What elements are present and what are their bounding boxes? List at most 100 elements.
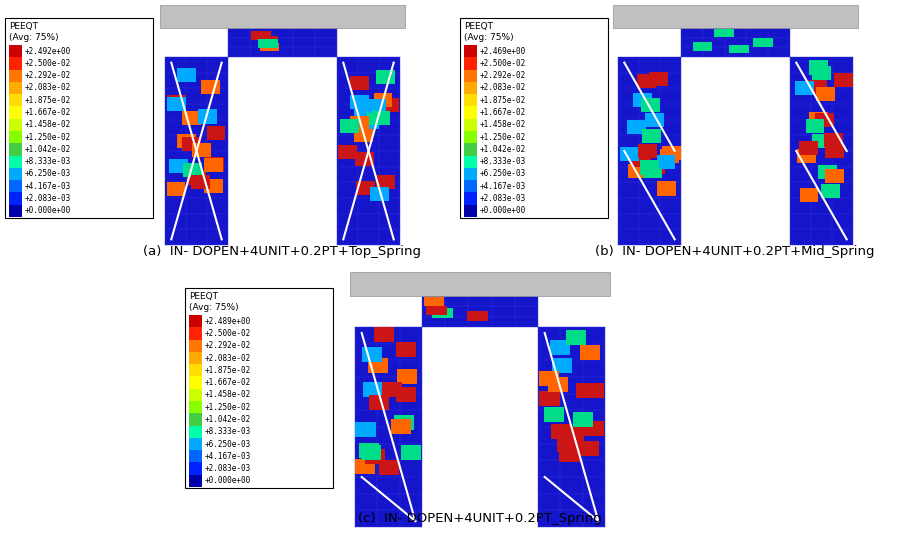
Bar [729, 45, 749, 53]
Text: +0.000e+00: +0.000e+00 [25, 206, 71, 215]
Bar [816, 87, 835, 101]
Bar [356, 180, 375, 195]
Bar [182, 137, 201, 151]
Bar [464, 205, 477, 217]
Bar [464, 45, 477, 57]
Bar [579, 441, 599, 456]
Bar [189, 376, 202, 389]
Bar [358, 443, 379, 458]
Text: +2.500e-02: +2.500e-02 [205, 329, 251, 338]
Bar [464, 70, 477, 82]
Bar [584, 421, 604, 436]
Bar [538, 327, 605, 527]
Bar [657, 155, 676, 169]
Bar [627, 120, 646, 134]
Bar [356, 422, 375, 437]
Bar [573, 413, 593, 427]
Bar [464, 57, 477, 70]
Bar [563, 426, 584, 441]
Bar [176, 68, 195, 82]
Bar [618, 57, 681, 245]
Text: +1.875e-02: +1.875e-02 [480, 96, 526, 105]
Text: +1.250e-02: +1.250e-02 [25, 133, 71, 141]
Bar [355, 327, 422, 527]
Bar [258, 36, 278, 45]
Bar [251, 31, 271, 39]
Bar [189, 389, 202, 401]
Text: +2.083e-03: +2.083e-03 [480, 194, 526, 203]
Bar [657, 181, 676, 195]
Bar [350, 116, 369, 130]
Bar [198, 110, 217, 124]
Text: (c)  IN- DOPEN+4UNIT+0.2PT_Spring: (c) IN- DOPEN+4UNIT+0.2PT_Spring [358, 512, 602, 525]
Bar [824, 133, 842, 147]
Bar [9, 205, 22, 217]
Bar [393, 415, 414, 430]
Bar [169, 159, 188, 173]
Bar [374, 327, 394, 342]
Bar [350, 95, 369, 109]
Text: PEEQT: PEEQT [9, 22, 38, 31]
Bar [9, 119, 22, 131]
Bar [258, 39, 278, 48]
Bar [799, 141, 818, 156]
Bar [356, 152, 374, 166]
Bar [361, 444, 382, 460]
Bar [355, 108, 374, 122]
Text: (a)  IN- DOPEN+4UNIT+0.2PT+Top_Spring: (a) IN- DOPEN+4UNIT+0.2PT+Top_Spring [143, 245, 421, 258]
Text: +2.083e-02: +2.083e-02 [205, 354, 251, 362]
Bar [192, 143, 211, 157]
Bar [645, 113, 664, 127]
Bar [189, 327, 202, 340]
Text: +1.667e-02: +1.667e-02 [480, 108, 526, 117]
Bar [539, 371, 559, 386]
Bar [167, 97, 186, 111]
Bar [550, 340, 570, 355]
Bar [228, 28, 337, 57]
Bar [544, 407, 563, 422]
Text: PEEQT: PEEQT [189, 292, 218, 301]
Bar [560, 448, 580, 462]
Text: +1.250e-02: +1.250e-02 [205, 403, 251, 411]
Bar [203, 179, 222, 193]
Text: +1.458e-02: +1.458e-02 [480, 120, 526, 130]
Bar [821, 184, 840, 198]
Bar [812, 134, 831, 149]
Bar [9, 131, 22, 143]
Bar [637, 74, 656, 88]
Bar [372, 111, 391, 125]
Bar [662, 146, 680, 160]
Bar [806, 119, 824, 133]
Bar [260, 43, 279, 51]
Bar [795, 81, 814, 95]
Bar [642, 129, 661, 143]
Bar [187, 171, 206, 185]
Bar [189, 450, 202, 462]
Bar [464, 106, 477, 119]
Bar [9, 45, 22, 57]
Bar [9, 106, 22, 119]
Bar [584, 383, 604, 399]
Bar [160, 5, 405, 28]
Text: +1.250e-02: +1.250e-02 [480, 133, 526, 141]
Bar [9, 94, 22, 106]
Text: +6.250e-03: +6.250e-03 [205, 440, 251, 449]
Text: +8.333e-03: +8.333e-03 [205, 427, 251, 436]
Bar [189, 475, 202, 487]
Bar [9, 143, 22, 156]
Bar [363, 382, 382, 397]
Bar [189, 438, 202, 450]
Bar [813, 65, 832, 80]
Bar [382, 382, 402, 397]
Text: +0.000e+00: +0.000e+00 [480, 206, 526, 215]
Bar [360, 116, 379, 130]
Text: +2.083e-02: +2.083e-02 [25, 84, 71, 92]
Text: +1.042e-02: +1.042e-02 [480, 145, 526, 154]
Bar [464, 82, 477, 94]
Text: +4.167e-03: +4.167e-03 [25, 182, 71, 191]
Bar [189, 401, 202, 413]
Bar [367, 98, 386, 113]
Text: +2.489e+00: +2.489e+00 [205, 316, 251, 326]
Bar [204, 158, 223, 172]
Bar [464, 156, 477, 168]
